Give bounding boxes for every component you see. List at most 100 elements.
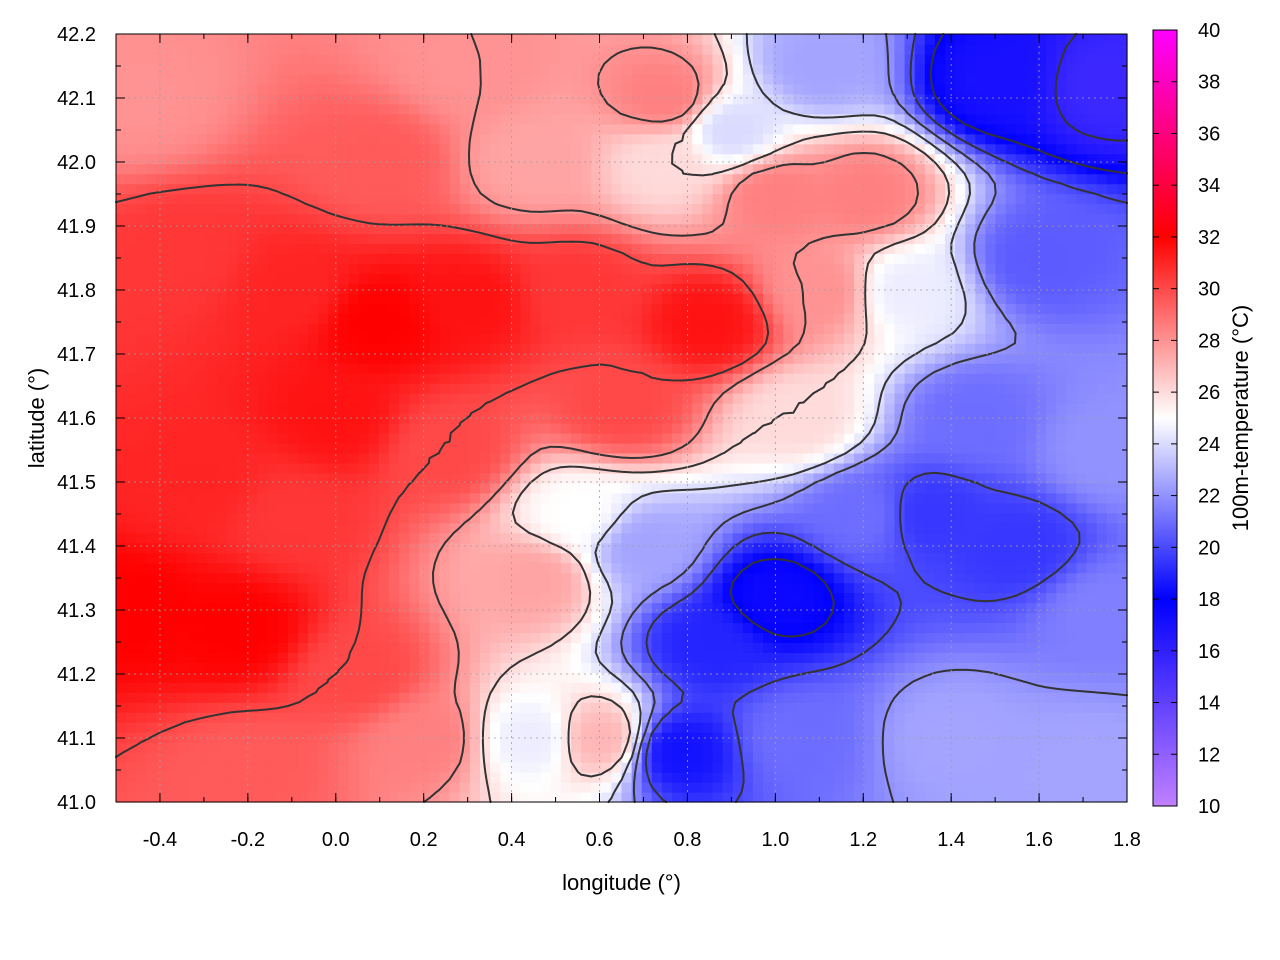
heatmap-cell	[864, 582, 875, 594]
heatmap-cell	[237, 712, 249, 723]
heatmap-cell	[1116, 732, 1128, 743]
heatmap-cell	[176, 522, 188, 534]
heatmap-cell	[469, 572, 481, 584]
heatmap-cell	[146, 752, 158, 763]
heatmap-cell	[1056, 383, 1067, 394]
heatmap-cell	[469, 323, 481, 334]
heatmap-cell	[227, 612, 238, 624]
heatmap-cell	[732, 512, 744, 524]
heatmap-cell	[227, 792, 238, 803]
heatmap-cell	[550, 682, 562, 693]
heatmap-cell	[136, 492, 147, 504]
heatmap-cell	[611, 712, 623, 723]
heatmap-cell	[500, 452, 511, 464]
heatmap-cell	[833, 422, 845, 434]
heatmap-cell	[1046, 333, 1057, 344]
heatmap-cell	[894, 432, 906, 444]
heatmap-cell	[894, 752, 906, 763]
heatmap-cell	[358, 752, 370, 763]
heatmap-cell	[945, 482, 956, 494]
heatmap-cell	[348, 502, 360, 514]
heatmap-cell	[308, 383, 319, 394]
heatmap-cell	[661, 562, 673, 574]
heatmap-cell	[985, 632, 997, 644]
heatmap-cell	[611, 562, 623, 574]
heatmap-cell	[409, 792, 420, 803]
heatmap-cell	[328, 442, 340, 454]
heatmap-cell	[459, 522, 471, 534]
heatmap-cell	[217, 782, 228, 793]
heatmap-cell	[186, 732, 198, 743]
heatmap-cell	[1056, 582, 1067, 594]
heatmap-cell	[479, 672, 491, 683]
heatmap-cell	[176, 582, 188, 594]
heatmap-cell	[287, 492, 299, 504]
heatmap-cell	[1106, 752, 1118, 763]
heatmap-cell	[955, 422, 966, 434]
heatmap-cell	[1076, 632, 1088, 644]
heatmap-cell	[591, 303, 602, 314]
heatmap-cell	[237, 363, 249, 374]
heatmap-cell	[581, 702, 592, 713]
heatmap-cell	[1036, 383, 1047, 394]
heatmap-cell	[581, 432, 592, 444]
heatmap-cell	[631, 522, 643, 534]
heatmap-cell	[854, 452, 865, 464]
heatmap-cell	[237, 552, 249, 564]
heatmap-cell	[348, 512, 360, 524]
heatmap-cell	[732, 303, 744, 314]
heatmap-cell	[742, 592, 754, 604]
heatmap-cell	[570, 742, 582, 753]
heatmap-cell	[368, 622, 380, 634]
heatmap-cell	[126, 642, 137, 653]
heatmap-cell	[955, 413, 966, 424]
heatmap-cell	[803, 373, 815, 384]
heatmap-cell	[742, 632, 754, 644]
heatmap-cell	[459, 702, 471, 713]
heatmap-cell	[752, 522, 764, 534]
heatmap-cell	[490, 682, 501, 693]
heatmap-cell	[1015, 343, 1027, 354]
heatmap-cell	[206, 522, 218, 534]
heatmap-cell	[479, 452, 491, 464]
heatmap-cell	[196, 403, 208, 414]
heatmap-cell	[318, 622, 329, 634]
heatmap-cell	[277, 602, 289, 614]
heatmap-cell	[692, 652, 703, 663]
heatmap-cell	[621, 692, 633, 703]
heatmap-cell	[945, 492, 956, 504]
heatmap-cell	[874, 572, 885, 584]
heatmap-cell	[126, 432, 137, 444]
heatmap-cell	[560, 482, 572, 494]
heatmap-cell	[530, 692, 542, 703]
heatmap-cell	[1015, 702, 1027, 713]
heatmap-cell	[287, 303, 299, 314]
heatmap-cell	[257, 462, 269, 474]
heatmap-cell	[308, 542, 319, 554]
heatmap-cell	[995, 602, 1007, 614]
heatmap-cell	[277, 772, 289, 783]
heatmap-cell	[965, 582, 976, 594]
heatmap-cell	[116, 632, 127, 644]
heatmap-cell	[419, 622, 431, 634]
heatmap-cell	[864, 732, 875, 743]
heatmap-cell	[702, 462, 714, 474]
heatmap-cell	[287, 662, 299, 673]
heatmap-cell	[803, 632, 815, 644]
heatmap-cell	[1005, 403, 1017, 414]
heatmap-cell	[1116, 592, 1128, 604]
heatmap-cell	[388, 622, 400, 634]
heatmap-cell	[985, 722, 997, 733]
heatmap-cell	[783, 532, 794, 544]
heatmap-cell	[843, 682, 855, 693]
heatmap-cell	[1086, 522, 1098, 534]
heatmap-cell	[995, 702, 1007, 713]
heatmap-cell	[166, 742, 178, 753]
heatmap-cell	[126, 612, 137, 624]
heatmap-cell	[874, 492, 885, 504]
heatmap-cell	[297, 552, 309, 564]
heatmap-cell	[894, 572, 906, 584]
heatmap-cell	[934, 373, 946, 384]
heatmap-cell	[196, 363, 208, 374]
heatmap-cell	[257, 712, 269, 723]
